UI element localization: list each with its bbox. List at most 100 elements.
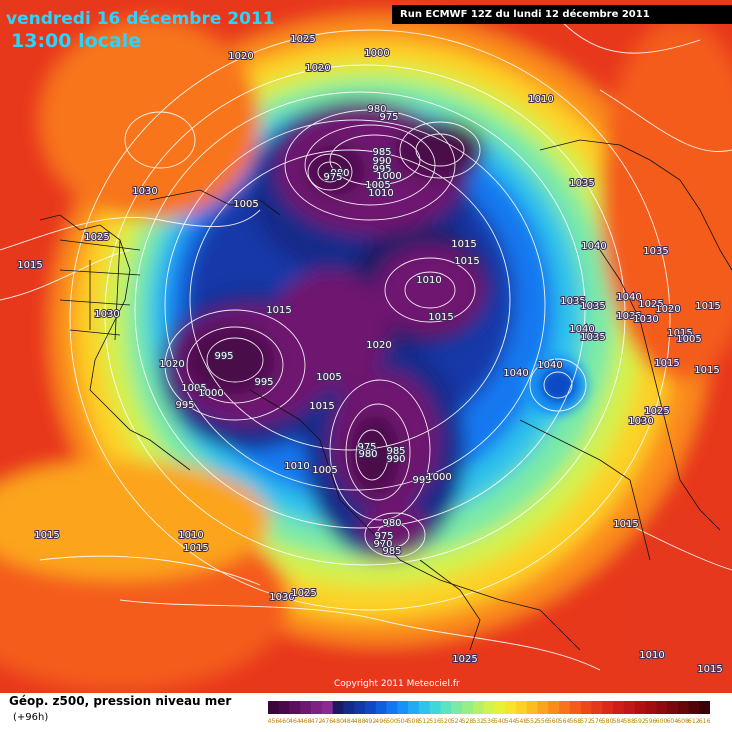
legend-tick-label: 548: [515, 718, 527, 725]
legend-swatch: [408, 701, 420, 714]
legend-tick-label: 524: [451, 718, 463, 725]
legend-swatch: [343, 701, 355, 714]
pressure-label: 1015: [183, 543, 208, 554]
pressure-label: 1025: [84, 232, 109, 243]
pressure-label: 1015: [654, 358, 679, 369]
pressure-label: 975: [323, 172, 342, 183]
pressure-label: 1025: [291, 588, 316, 599]
legend-tick-label: 528: [462, 718, 474, 725]
legend-swatch: [699, 701, 710, 714]
legend-tick-label: 480: [332, 718, 344, 725]
pressure-label: 1015: [309, 401, 334, 412]
pressure-label: 980: [358, 449, 377, 460]
legend-tick-label: 576: [591, 718, 603, 725]
pressure-label: 1040: [581, 241, 606, 252]
pressure-label: 1005: [181, 383, 206, 394]
pressure-label: 1015: [613, 519, 638, 530]
pressure-label: 980: [330, 168, 349, 179]
legend-tick-label: 564: [559, 718, 571, 725]
legend-swatch: [688, 701, 700, 714]
legend-tick-label: 492: [365, 718, 377, 725]
legend-swatch: [386, 701, 398, 714]
pressure-label: 1025: [290, 34, 315, 45]
pressure-label: 1035: [616, 311, 641, 322]
legend-swatch: [332, 701, 344, 714]
legend-swatch: [311, 701, 323, 714]
legend-swatch: [429, 701, 441, 714]
legend-swatch: [278, 701, 290, 714]
forecast-date: vendredi 16 décembre 2011: [6, 9, 275, 29]
legend-swatch: [526, 701, 538, 714]
legend-swatch: [321, 701, 333, 714]
legend-tick-label: 536: [483, 718, 495, 725]
pressure-label: 975: [379, 112, 398, 123]
pressure-label: 1030: [269, 592, 294, 603]
colour-scale-legend: 4564604644684724764804844884924965005045…: [268, 701, 710, 725]
pressure-label: 1030: [132, 186, 157, 197]
legend-tick-label: 608: [677, 718, 689, 725]
pressure-label: 995: [214, 351, 233, 362]
legend-swatch: [515, 701, 528, 714]
legend-tick-label: 544: [505, 718, 517, 725]
legend-tick-label: 588: [623, 718, 635, 725]
pressure-label: 1025: [644, 406, 669, 417]
legend-tick-label: 592: [634, 718, 646, 725]
legend-swatch: [483, 701, 495, 714]
pressure-label: 990: [386, 454, 405, 465]
legend-tick-label: 540: [494, 718, 506, 725]
pressure-label: 1015: [694, 365, 719, 376]
legend-tick-label: 596: [645, 718, 657, 725]
pressure-label: 985: [382, 546, 401, 557]
pressure-label: 995: [412, 475, 431, 486]
legend-swatch: [268, 701, 280, 714]
legend-swatch: [300, 701, 312, 714]
legend-swatch: [537, 701, 549, 714]
pressure-label: 985: [372, 147, 391, 158]
pressure-label: 1030: [633, 314, 658, 325]
pressure-label: 1035: [580, 332, 605, 343]
pressure-label: 1005: [365, 180, 390, 191]
pressure-label: 1010: [178, 530, 203, 541]
legend-tick-label: 604: [666, 718, 678, 725]
pressure-label: 1015: [667, 328, 692, 339]
legend-swatch: [548, 701, 560, 714]
pressure-label: 1015: [17, 260, 42, 271]
legend-swatch: [591, 701, 603, 714]
legend-swatch: [623, 701, 635, 714]
legend-swatch: [462, 701, 474, 714]
legend-swatch: [365, 701, 377, 714]
product-title: Géop. z500, pression niveau mer: [9, 694, 232, 708]
legend-swatch: [569, 701, 581, 714]
pressure-label: 980: [367, 104, 386, 115]
legend-tick-label: 600: [656, 718, 668, 725]
pressure-label: 995: [254, 377, 273, 388]
legend-tick-label: 616: [699, 718, 710, 725]
legend-swatch: [634, 701, 646, 714]
pressure-label: 1005: [316, 372, 341, 383]
legend-swatch: [375, 701, 387, 714]
legend-swatch: [472, 701, 484, 714]
pressure-label: 1030: [628, 416, 653, 427]
pressure-label: 990: [372, 156, 391, 167]
legend-swatch: [418, 701, 431, 714]
legend-tick-label: 468: [300, 718, 312, 725]
legend-swatch: [559, 701, 571, 714]
pressure-label: 1020: [366, 340, 391, 351]
legend-swatch: [451, 701, 463, 714]
legend-tick-label: 532: [472, 718, 484, 725]
pressure-label: 1000: [426, 472, 451, 483]
legend-tick-label: 472: [311, 718, 323, 725]
legend-tick-label: 512: [418, 718, 430, 725]
pressure-label: 1035: [569, 178, 594, 189]
copyright-notice: Copyright 2011 Meteociel.fr: [334, 679, 460, 689]
pressure-label: 980: [382, 518, 401, 529]
legend-swatch: [602, 701, 614, 714]
legend-tick-label: 580: [602, 718, 614, 725]
legend-tick-label: 516: [429, 718, 441, 725]
legend-swatch: [494, 701, 506, 714]
pressure-label: 1030: [94, 309, 119, 320]
z500-colour-field: [0, 0, 732, 693]
legend-tick-label: 460: [278, 718, 290, 725]
lead-time: (+96h): [13, 712, 49, 723]
